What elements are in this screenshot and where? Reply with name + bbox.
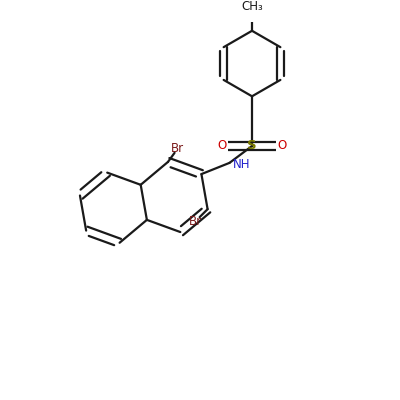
Text: S: S (247, 140, 257, 152)
Text: Br: Br (189, 215, 202, 228)
Text: O: O (218, 140, 227, 152)
Text: O: O (277, 140, 287, 152)
Text: CH₃: CH₃ (241, 0, 263, 13)
Text: Br: Br (171, 142, 184, 155)
Text: NH: NH (232, 158, 250, 171)
